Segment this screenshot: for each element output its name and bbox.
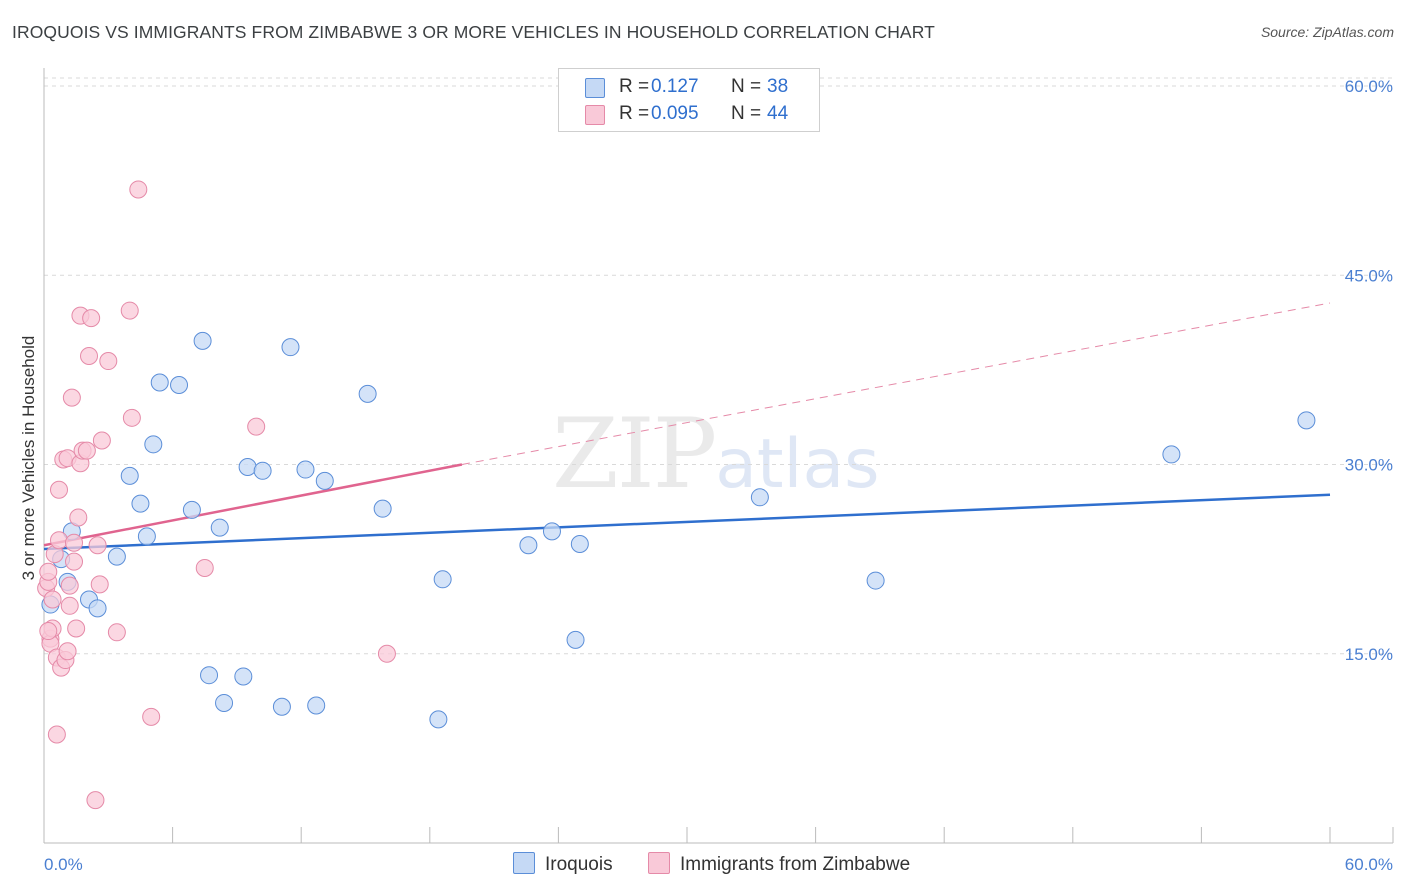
point-iroquois: [107, 547, 126, 566]
point-iroquois: [429, 710, 448, 729]
point-zimbabwe: [82, 309, 101, 328]
point-iroquois: [296, 460, 315, 479]
y-tick-label: 15.0%: [1345, 645, 1393, 664]
point-zimbabwe: [107, 623, 126, 642]
point-iroquois: [570, 534, 589, 553]
legend-swatch-iroquois: [585, 78, 605, 98]
chart-source: Source: ZipAtlas.com: [1260, 24, 1394, 40]
point-iroquois: [88, 599, 107, 618]
point-iroquois: [120, 466, 139, 485]
point-zimbabwe: [69, 508, 88, 527]
point-iroquois: [315, 471, 334, 490]
legend-r-value: 0.095: [651, 103, 699, 124]
point-zimbabwe: [88, 536, 107, 555]
point-zimbabwe: [39, 562, 58, 581]
point-iroquois: [238, 458, 257, 477]
chart-title: IROQUOIS VS IMMIGRANTS FROM ZIMBABWE 3 O…: [12, 22, 935, 42]
axis-labels: 15.0% 30.0% 45.0% 60.0% 0.0% 60.0% 3 or more V…: [19, 77, 1393, 874]
point-iroquois: [131, 494, 150, 513]
point-zimbabwe: [129, 180, 148, 199]
y-axis-label: 3 or more Vehicles in Household: [19, 336, 38, 581]
point-zimbabwe: [65, 533, 84, 552]
bottom-legend-label-zimbabwe: Immigrants from Zimbabwe: [680, 854, 911, 875]
point-iroquois: [542, 522, 561, 541]
point-iroquois: [866, 571, 885, 590]
point-zimbabwe: [90, 575, 109, 594]
point-iroquois: [182, 500, 201, 519]
watermark-zip: ZIP: [552, 398, 717, 510]
stats-legend: R = 0.127 N = 38 R = 0.095 N = 44: [558, 68, 820, 132]
point-iroquois: [433, 570, 452, 589]
trend-lines: [43, 302, 1331, 551]
legend-r-value: 0.127: [651, 76, 699, 97]
x-tick-label-min: 0.0%: [44, 855, 83, 874]
point-iroquois: [1162, 445, 1181, 464]
point-zimbabwe: [39, 622, 58, 641]
point-zimbabwe: [58, 642, 77, 661]
point-iroquois: [358, 384, 377, 403]
bottom-legend-iroquois: Iroquois: [513, 852, 613, 876]
bottom-legend-zimbabwe: Immigrants from Zimbabwe: [648, 852, 910, 876]
point-iroquois: [272, 697, 291, 716]
point-iroquois: [1297, 411, 1316, 430]
legend-swatch-zimbabwe: [585, 105, 605, 125]
point-zimbabwe: [99, 352, 118, 371]
point-zimbabwe: [377, 644, 396, 663]
y-tick-label: 30.0%: [1345, 456, 1393, 475]
point-zimbabwe: [195, 558, 214, 577]
legend-r-label: R =: [619, 76, 650, 97]
point-zimbabwe: [247, 417, 266, 436]
point-zimbabwe: [65, 552, 84, 571]
point-zimbabwe: [67, 619, 86, 638]
point-zimbabwe: [43, 590, 62, 609]
point-zimbabwe: [92, 431, 111, 450]
legend-n-label: N =: [731, 76, 762, 97]
point-iroquois: [215, 693, 234, 712]
legend-r-label: R =: [619, 103, 650, 124]
point-zimbabwe: [62, 388, 81, 407]
y-tick-label: 45.0%: [1345, 266, 1393, 285]
point-iroquois: [281, 338, 300, 357]
point-iroquois: [253, 461, 272, 480]
point-iroquois: [170, 376, 189, 395]
y-tick-label: 60.0%: [1345, 77, 1393, 96]
point-iroquois: [234, 667, 253, 686]
point-zimbabwe: [86, 791, 105, 810]
point-zimbabwe: [60, 576, 79, 595]
point-iroquois: [750, 488, 769, 507]
axes: [43, 68, 1394, 844]
point-zimbabwe: [77, 441, 96, 460]
point-iroquois: [566, 630, 585, 649]
point-iroquois: [193, 331, 212, 350]
point-zimbabwe: [60, 596, 79, 615]
point-zimbabwe: [142, 707, 161, 726]
point-zimbabwe: [50, 531, 69, 550]
point-zimbabwe: [122, 408, 141, 427]
bottom-legend-label-iroquois: Iroquois: [545, 854, 613, 875]
gridlines: [44, 77, 1393, 655]
point-zimbabwe: [47, 725, 66, 744]
point-iroquois: [200, 666, 219, 685]
legend-n-label: N =: [731, 103, 762, 124]
bottom-legend-swatch-iroquois: [513, 852, 535, 874]
point-zimbabwe: [80, 346, 99, 365]
point-iroquois: [307, 696, 326, 715]
trend-line-iroquois: [43, 493, 1331, 551]
point-iroquois: [144, 435, 163, 454]
point-iroquois: [150, 373, 169, 392]
point-zimbabwe: [120, 301, 139, 320]
trend-line-zimbabwe: [43, 463, 463, 547]
legend-n-value: 44: [767, 103, 789, 124]
x-tick-label-max: 60.0%: [1345, 855, 1393, 874]
legend-n-value: 38: [767, 76, 789, 97]
data-points: [37, 180, 1316, 810]
trend-line-zimbabwe-extension: [461, 302, 1331, 465]
bottom-legend-swatch-zimbabwe: [648, 852, 670, 874]
point-iroquois: [519, 536, 538, 555]
point-iroquois: [210, 518, 229, 537]
point-zimbabwe: [50, 480, 69, 499]
point-iroquois: [373, 499, 392, 518]
point-iroquois: [137, 527, 156, 546]
